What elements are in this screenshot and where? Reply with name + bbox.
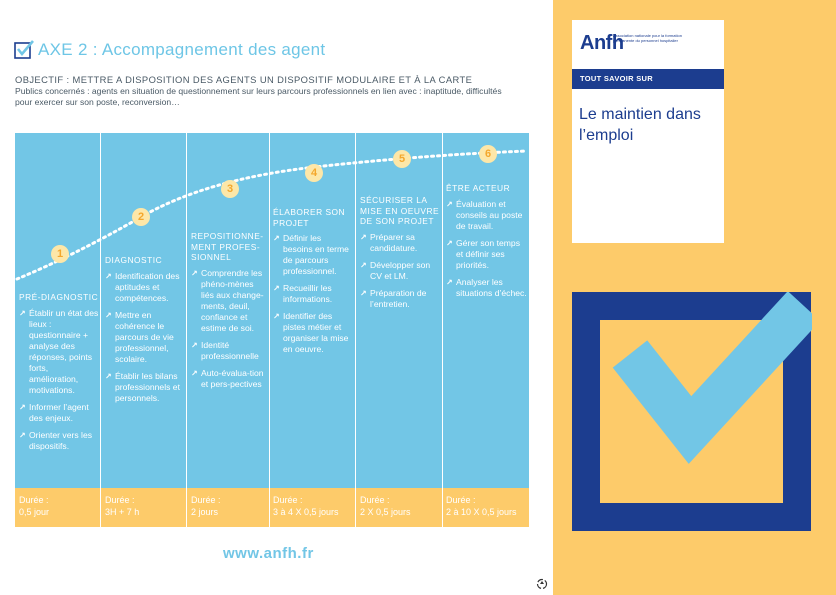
duration-label: Durée : bbox=[360, 495, 390, 505]
step-number-6: 6 bbox=[479, 145, 497, 163]
publics-text: Publics concernés : agents en situation … bbox=[15, 86, 502, 107]
duration-5: Durée : 2 X 0,5 jours bbox=[360, 494, 411, 518]
step-item: Recueillir les informations. bbox=[273, 283, 353, 305]
cover-title: Le maintien dans l’emploi bbox=[579, 106, 701, 144]
duration-label: Durée : bbox=[273, 495, 303, 505]
step-item: Identité professionnelle bbox=[191, 340, 268, 362]
column-divider bbox=[186, 133, 187, 527]
large-checkbox-check-icon bbox=[572, 292, 812, 531]
progress-arc bbox=[15, 149, 529, 281]
step-item: Développer son CV et LM. bbox=[360, 260, 440, 282]
step-title: ÊTRE ACTEUR bbox=[446, 183, 511, 193]
step-title: DIAGNOSTIC bbox=[105, 255, 163, 265]
duration-label: Durée : bbox=[105, 495, 135, 505]
step-item: Préparation de l’entretien. bbox=[360, 288, 440, 310]
duration-label: Durée : bbox=[19, 495, 49, 505]
column-divider bbox=[355, 133, 356, 527]
step-number-5: 5 bbox=[393, 150, 411, 168]
step-item: Établir un état des lieux : questionnair… bbox=[19, 308, 99, 396]
duration-label: Durée : bbox=[446, 495, 476, 505]
step-number-2: 2 bbox=[132, 208, 150, 226]
step-item: Évaluation et conseils au poste de trava… bbox=[446, 199, 527, 232]
step-title: ÉLABORER SON PROJET bbox=[273, 207, 346, 228]
recycle-icon bbox=[536, 578, 548, 590]
duration-value: 2 à 10 X 0,5 jours bbox=[446, 507, 517, 517]
duration-label: Durée : bbox=[191, 495, 221, 505]
duration-value: 2 X 0,5 jours bbox=[360, 507, 411, 517]
step-column-5: SÉCURISER LA MISE EN OEUVRE DE SON PROJE… bbox=[360, 195, 440, 316]
step-number-1: 1 bbox=[51, 245, 69, 263]
duration-value: 2 jours bbox=[191, 507, 219, 517]
step-title: REPOSITIONNE-MENT PROFES-SIONNEL bbox=[191, 231, 264, 262]
step-item: Établir les bilans professionnels et per… bbox=[105, 371, 185, 404]
duration-value: 0,5 jour bbox=[19, 507, 50, 517]
step-item: Définir les besoins en terme de parcours… bbox=[273, 233, 353, 277]
logo-tagline: Association nationale pour la formation … bbox=[613, 33, 682, 43]
duration-3: Durée : 2 jours bbox=[191, 494, 221, 518]
cover-band: TOUT SAVOIR SUR bbox=[572, 69, 724, 89]
step-item: Gérer son temps et définir ses priorités… bbox=[446, 238, 527, 271]
column-divider bbox=[442, 133, 443, 527]
step-item: Mettre en cohérence le parcours de vie p… bbox=[105, 310, 185, 365]
anfh-logo: Anfh bbox=[580, 32, 624, 54]
step-column-4: ÉLABORER SON PROJET Définir les besoins … bbox=[273, 207, 353, 361]
column-divider bbox=[269, 133, 270, 527]
step-item: Comprendre les phéno-mènes liés aux chan… bbox=[191, 268, 268, 334]
duration-1: Durée : 0,5 jour bbox=[19, 494, 49, 518]
step-item: Analyser les situations d’échec. bbox=[446, 277, 527, 299]
step-column-1: PRÉ-DIAGNOSTIC Établir un état des lieux… bbox=[19, 292, 99, 458]
step-number-4: 4 bbox=[305, 164, 323, 182]
step-column-6: ÊTRE ACTEUR Évaluation et conseils au po… bbox=[446, 183, 527, 305]
title-row: AXE 2 : Accompagnement des agent bbox=[14, 40, 325, 60]
step-column-2: DIAGNOSTIC Identification des aptitudes … bbox=[105, 255, 185, 410]
step-item: Identification des aptitudes et compéten… bbox=[105, 271, 185, 304]
step-title: PRÉ-DIAGNOSTIC bbox=[19, 292, 99, 302]
step-item: Identifier des pistes métier et organise… bbox=[273, 311, 353, 355]
objective-text: OBJECTIF : METTRE A DISPOSITION DES AGEN… bbox=[15, 74, 473, 85]
duration-value: 3H + 7 h bbox=[105, 507, 140, 517]
step-item: Informer l’agent des enjeux. bbox=[19, 402, 99, 424]
checkbox-check-icon bbox=[14, 40, 34, 59]
step-item: Auto-évalua-tion et pers-pectives bbox=[191, 368, 268, 390]
duration-value: 3 à 4 X 0,5 jours bbox=[273, 507, 339, 517]
duration-2: Durée : 3H + 7 h bbox=[105, 494, 139, 518]
column-divider bbox=[100, 133, 101, 527]
duration-4: Durée : 3 à 4 X 0,5 jours bbox=[273, 494, 339, 518]
step-number-3: 3 bbox=[221, 180, 239, 198]
step-item: Orienter vers les dispositifs. bbox=[19, 430, 99, 452]
cover-card: Anfh Association nationale pour la forma… bbox=[572, 20, 724, 243]
duration-6: Durée : 2 à 10 X 0,5 jours bbox=[446, 494, 517, 518]
step-title: SÉCURISER LA MISE EN OEUVRE DE SON PROJE… bbox=[360, 195, 440, 226]
step-item: Préparer sa candidature. bbox=[360, 232, 440, 254]
website-link[interactable]: www.anfh.fr bbox=[223, 545, 314, 562]
page-title: AXE 2 : Accompagnement des agent bbox=[38, 40, 326, 59]
step-column-3: REPOSITIONNE-MENT PROFES-SIONNEL Compren… bbox=[191, 231, 268, 396]
